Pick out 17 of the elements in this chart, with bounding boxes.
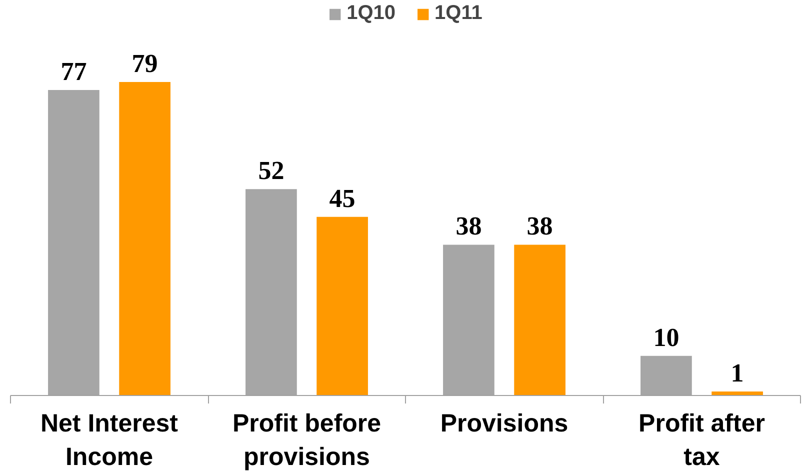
data-label: 52 — [258, 156, 284, 186]
data-label: 45 — [329, 184, 356, 213]
data-label: 77 — [60, 56, 87, 86]
x-tick-label: Profit after tax — [638, 410, 766, 472]
data-label: 38 — [456, 212, 482, 241]
x-tick-label: Net Interest Income — [40, 410, 179, 472]
legend-label: 1Q10 — [346, 2, 396, 25]
data-label: 10 — [653, 322, 680, 352]
data-label: 1 — [730, 358, 744, 388]
data-label: 79 — [132, 49, 158, 78]
bar — [316, 216, 368, 396]
bar — [514, 244, 566, 396]
x-tick-label: Provisions — [440, 410, 568, 438]
x-tick-label: Profit before provisions — [232, 410, 382, 472]
bar — [119, 82, 170, 396]
data-label: 38 — [526, 212, 553, 241]
legend-label: 1Q11 — [434, 2, 482, 25]
